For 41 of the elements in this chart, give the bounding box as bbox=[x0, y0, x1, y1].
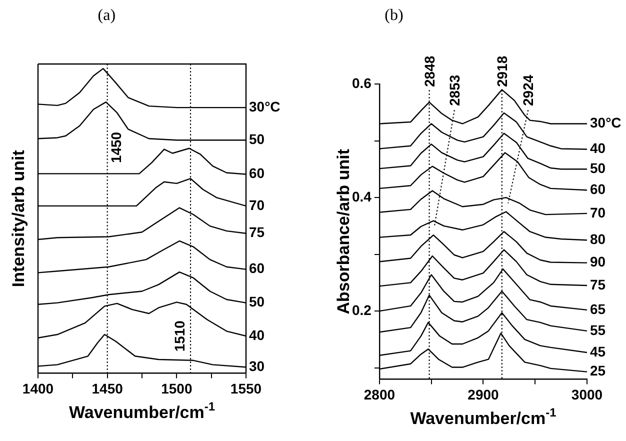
series-label: 80 bbox=[590, 230, 606, 247]
series-label: 25 bbox=[590, 362, 606, 379]
series-label: 45 bbox=[590, 343, 606, 360]
series-label: 60 bbox=[590, 181, 606, 198]
series-label: 30°C bbox=[590, 114, 622, 131]
x-tick-label: 2800 bbox=[364, 386, 396, 402]
x-tick-label: 1500 bbox=[161, 380, 192, 396]
series-label: 50 bbox=[590, 160, 606, 176]
y-tick-label: 0.4 bbox=[352, 188, 372, 204]
series-label: 75 bbox=[249, 224, 265, 240]
ref-line-label: 1510 bbox=[171, 320, 188, 352]
ref-line-label: 2918 bbox=[494, 56, 510, 87]
y-axis-title: Absorbance/arb unit bbox=[334, 148, 353, 314]
series-label: 30°C bbox=[249, 98, 280, 114]
ref-line-label: 2848 bbox=[421, 56, 438, 87]
series-label: 75 bbox=[590, 276, 606, 292]
series-label: 55 bbox=[590, 322, 606, 338]
series-label: 70 bbox=[249, 196, 265, 213]
x-tick-label: 1400 bbox=[22, 380, 54, 396]
series-label: 40 bbox=[590, 140, 606, 156]
series-label: 50 bbox=[249, 294, 265, 310]
ref-line-label: 1450 bbox=[108, 132, 124, 164]
x-tick-label: 1450 bbox=[92, 380, 124, 396]
annotation: 2853 bbox=[446, 74, 462, 106]
series-label: 60 bbox=[249, 165, 265, 182]
x-tick-label: 2900 bbox=[468, 386, 500, 402]
chart-title: (b) bbox=[384, 7, 404, 24]
annotation: 2924 bbox=[520, 74, 536, 106]
x-tick-label: 3000 bbox=[571, 386, 603, 402]
y-tick-label: 0.6 bbox=[352, 74, 372, 91]
chart-title: (a) bbox=[98, 7, 116, 24]
series-label: 90 bbox=[590, 254, 606, 270]
series-label: 60 bbox=[249, 260, 265, 276]
series-label: 65 bbox=[590, 300, 606, 317]
y-axis-title: Intensity/arb unit bbox=[9, 150, 28, 288]
series-label: 40 bbox=[249, 326, 265, 343]
series-label: 30 bbox=[249, 358, 265, 374]
y-tick-label: 0.2 bbox=[352, 302, 372, 318]
series-label: 50 bbox=[249, 131, 265, 148]
series-label: 70 bbox=[590, 204, 606, 220]
x-tick-label: 1550 bbox=[230, 380, 262, 396]
